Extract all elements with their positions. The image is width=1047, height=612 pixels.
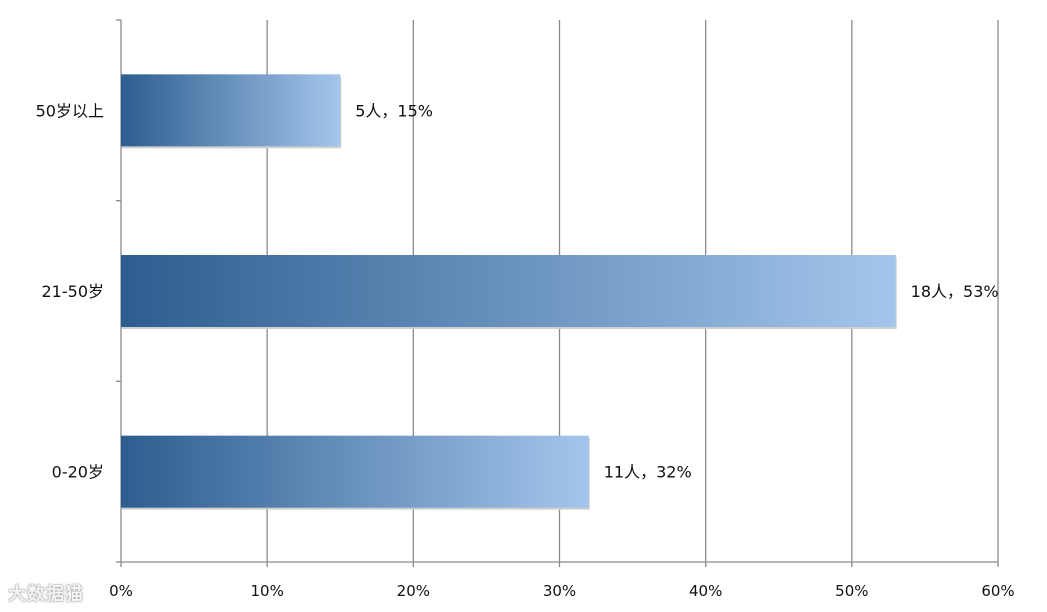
data-label: 18人，53% (911, 282, 999, 301)
watermark-text: 大数据猫 (8, 584, 84, 605)
x-tick-label: 20% (397, 582, 430, 600)
bar (121, 255, 896, 327)
bars (121, 74, 897, 510)
x-tick-label: 50% (835, 582, 868, 600)
x-tick-label: 60% (981, 582, 1014, 600)
bar (121, 435, 589, 508)
x-tick-label: 30% (543, 582, 576, 600)
labels: 0% 10% 20% 30% 40% 50% 60% 0-20岁 11人，32% 21-50岁 18… (36, 101, 1015, 600)
data-label: 5人，15% (355, 101, 433, 120)
x-tick-label: 0% (109, 582, 133, 600)
data-label: 11人，32% (604, 463, 692, 482)
category-label: 50岁以上 (36, 101, 104, 120)
category-label: 21-50岁 (42, 282, 105, 301)
bar (121, 74, 341, 147)
category-label: 0-20岁 (52, 463, 104, 482)
x-tick-label: 10% (250, 582, 283, 600)
x-tick-label: 40% (689, 582, 722, 600)
